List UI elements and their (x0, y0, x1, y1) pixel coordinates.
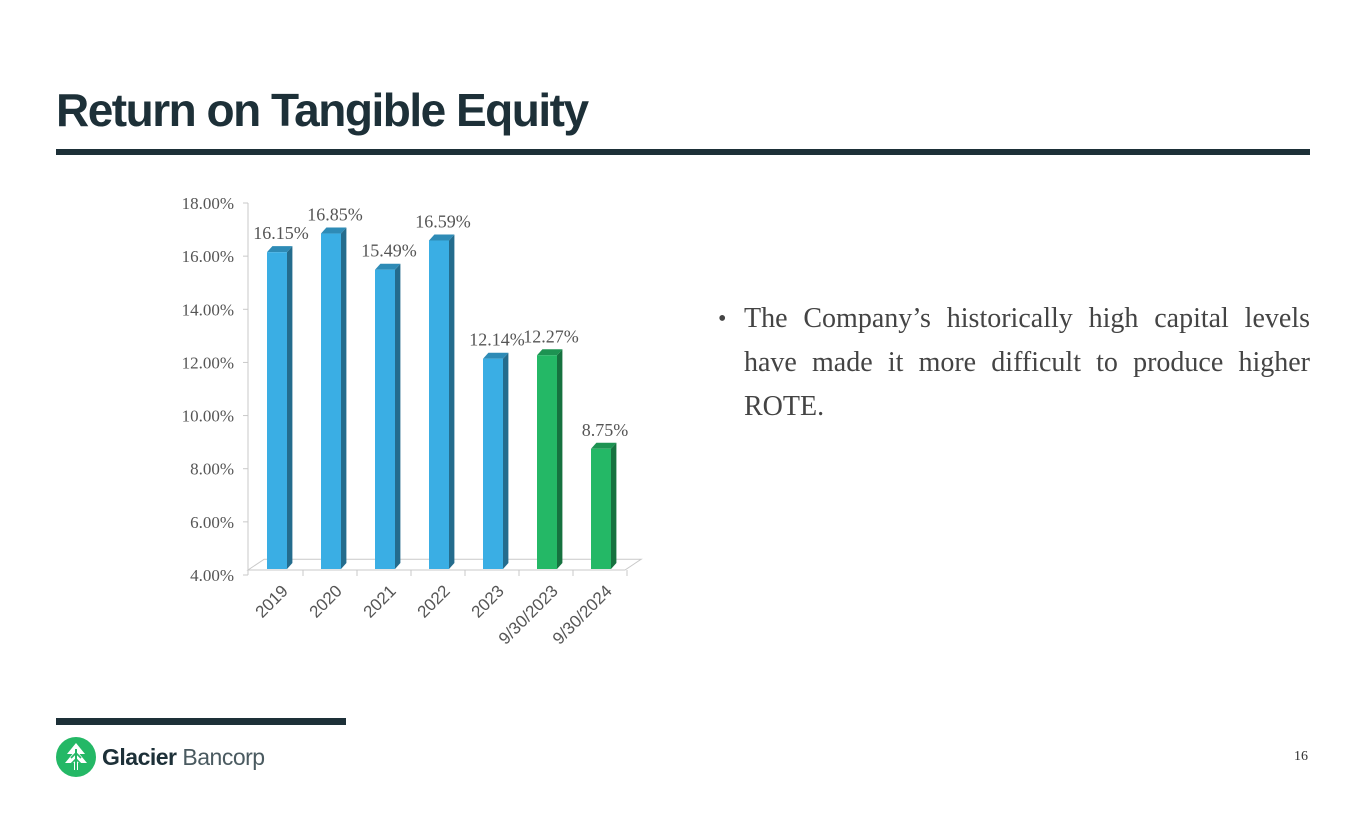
bar (483, 358, 503, 569)
y-tick-label: 8.00% (190, 460, 234, 479)
chart-svg: 4.00% 6.00% 8.00% 10.00% 12.00% 14.00% 16.00% 1… (182, 194, 643, 648)
x-tick-label: 2023 (468, 581, 508, 621)
bar-top (267, 246, 293, 253)
page-number: 16 (1294, 749, 1308, 764)
y-tick-label: 10.00% (182, 407, 234, 426)
bar-side (611, 442, 617, 569)
y-tick-label: 18.00% (182, 194, 234, 213)
bar (375, 269, 395, 569)
bar-side (341, 227, 347, 570)
x-tick-label: 2021 (360, 581, 400, 621)
bar (591, 448, 611, 569)
logo-name-bold: Glacier (102, 744, 177, 770)
bullet-list: • The Company’s historically high capita… (718, 297, 1310, 429)
bar-top (375, 263, 401, 270)
data-label: 12.27% (523, 326, 579, 346)
logo-wordmark: Glacier Bancorp (102, 742, 265, 772)
bullet-text: The Company’s historically high capital … (744, 303, 1310, 422)
glacier-tree-logo-icon (56, 737, 96, 777)
bar-side (395, 263, 401, 569)
bar-top (321, 227, 347, 234)
bar-top (591, 442, 617, 449)
data-label: 15.49% (361, 241, 417, 261)
y-tick-label: 6.00% (190, 513, 234, 532)
data-label: 12.14% (469, 330, 525, 350)
x-tick-label: 2022 (414, 581, 454, 621)
data-label: 16.15% (253, 223, 309, 243)
x-tick-label: 9/30/2024 (549, 581, 616, 648)
bullet-dot-icon: • (718, 306, 727, 332)
bar (537, 355, 557, 569)
bar-top (429, 234, 455, 241)
title-divider (56, 149, 1310, 155)
bar (267, 252, 287, 569)
bar-side (287, 246, 293, 569)
data-label: 16.59% (415, 211, 471, 231)
slide-title: Return on Tangible Equity (56, 84, 589, 136)
bar-side (449, 234, 455, 570)
y-tick-label: 16.00% (182, 247, 234, 266)
footer-divider (56, 718, 346, 725)
data-label: 16.85% (307, 205, 363, 225)
x-tick-label: 2020 (306, 581, 346, 621)
logo-name-light: Bancorp (182, 744, 265, 770)
y-tick-label: 4.00% (190, 566, 234, 585)
bar (321, 233, 341, 570)
x-tick-label: 2019 (252, 581, 292, 621)
bar-side (503, 352, 509, 569)
bar-side (557, 349, 563, 569)
bar-top (537, 349, 563, 356)
data-label: 8.75% (582, 420, 629, 440)
y-tick-label: 14.00% (182, 300, 234, 319)
bar (429, 240, 449, 570)
bar-top (483, 352, 509, 359)
rote-bar-chart: 4.00% 6.00% 8.00% 10.00% 12.00% 14.00% 16.00% 1… (140, 180, 660, 700)
bullet-item: • The Company’s historically high capita… (718, 297, 1310, 429)
y-tick-label: 12.00% (182, 353, 234, 372)
